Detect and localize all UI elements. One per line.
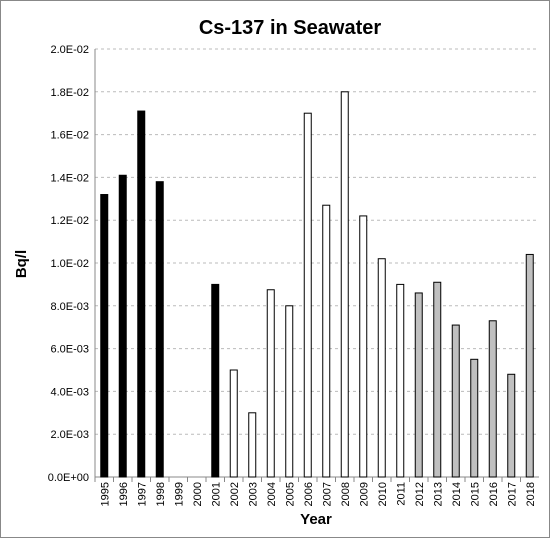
x-axis-label: Year bbox=[300, 511, 332, 528]
y-axis-label: Bq/l bbox=[13, 250, 30, 278]
bar bbox=[155, 181, 164, 478]
bar bbox=[377, 258, 386, 478]
bar bbox=[229, 369, 238, 478]
x-tick-label: 2007 bbox=[321, 482, 333, 506]
x-tick-label: 2005 bbox=[284, 482, 296, 506]
x-tick-label: 1999 bbox=[173, 482, 185, 506]
bar bbox=[303, 112, 312, 478]
x-tick-label: 2000 bbox=[192, 482, 204, 506]
x-tick-label: 2016 bbox=[488, 482, 500, 506]
x-tick-label: 2002 bbox=[229, 482, 241, 506]
y-tick-label: 8.0E-03 bbox=[50, 301, 89, 313]
bar bbox=[285, 305, 294, 478]
x-tick-label: 2015 bbox=[469, 482, 481, 506]
x-tick-label: 2012 bbox=[414, 482, 426, 506]
y-tick-label: 1.2E-02 bbox=[50, 215, 89, 227]
y-tick-label: 1.0E-02 bbox=[50, 258, 89, 270]
bar bbox=[137, 110, 146, 478]
y-tick-label: 1.6E-02 bbox=[50, 130, 89, 142]
bar bbox=[359, 215, 368, 478]
y-tick-label: 4.0E-03 bbox=[50, 386, 89, 398]
x-tick-label: 1998 bbox=[155, 482, 167, 506]
x-tick-label: 1997 bbox=[136, 482, 148, 506]
bar bbox=[488, 320, 497, 478]
x-tick-label: 2006 bbox=[303, 482, 315, 506]
x-tick-label: 2001 bbox=[210, 482, 222, 506]
bar bbox=[433, 281, 442, 478]
x-tick-label: 2009 bbox=[358, 482, 370, 506]
bar bbox=[507, 373, 516, 478]
bar bbox=[118, 174, 127, 478]
bar bbox=[322, 204, 331, 478]
x-tick-label: 2011 bbox=[395, 482, 407, 506]
bar bbox=[211, 283, 220, 478]
x-tick-label: 2018 bbox=[525, 482, 537, 506]
y-tick-label: 2.0E-02 bbox=[50, 44, 89, 56]
x-tick-label: 2013 bbox=[432, 482, 444, 506]
y-tick-label: 2.0E-03 bbox=[50, 429, 89, 441]
y-tick-label: 6.0E-03 bbox=[50, 344, 89, 356]
x-tick-label: 2004 bbox=[266, 482, 278, 506]
bar bbox=[451, 324, 460, 478]
bar bbox=[340, 91, 349, 478]
bar bbox=[100, 194, 109, 478]
bar bbox=[414, 292, 423, 478]
x-tick-label: 1996 bbox=[118, 482, 130, 506]
x-tick-label: 1995 bbox=[99, 482, 111, 506]
bar bbox=[525, 253, 534, 478]
y-tick-label: 0.0E+00 bbox=[48, 472, 89, 484]
bar bbox=[266, 289, 275, 478]
x-tick-label: 2008 bbox=[340, 482, 352, 506]
x-tick-label: 2017 bbox=[506, 482, 518, 506]
chart-title: Cs-137 in Seawater bbox=[199, 17, 382, 39]
bar bbox=[470, 358, 479, 478]
x-tick-label: 2014 bbox=[451, 482, 463, 506]
y-tick-label: 1.8E-02 bbox=[50, 87, 89, 99]
bar bbox=[248, 412, 257, 478]
bar bbox=[396, 283, 405, 478]
x-tick-label: 2010 bbox=[377, 482, 389, 506]
y-tick-label: 1.4E-02 bbox=[50, 172, 89, 184]
x-tick-label: 2003 bbox=[247, 482, 259, 506]
